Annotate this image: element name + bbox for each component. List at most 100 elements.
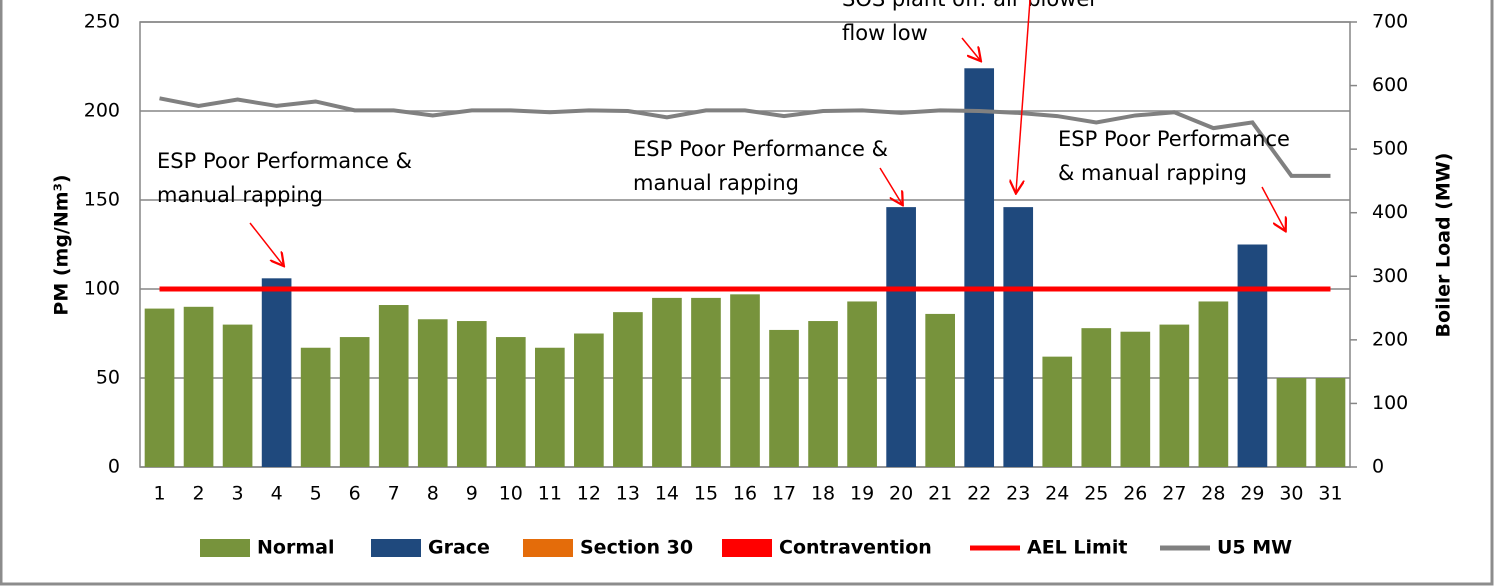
annotation: ESP Poor Performance & (633, 137, 888, 161)
annotation: manual rapping (633, 171, 799, 195)
x-tick-label: 25 (1084, 483, 1108, 505)
y2-axis-label: Boiler Load (MW) (1433, 153, 1455, 338)
y2-tick-label: 0 (1372, 456, 1384, 478)
y2-tick-label: 700 (1372, 11, 1408, 33)
legend-swatch (371, 539, 421, 557)
annotation: & manual rapping (1058, 161, 1247, 185)
bar (730, 294, 760, 467)
bar (261, 278, 292, 467)
x-tick-label: 18 (811, 483, 835, 505)
x-tick-label: 13 (616, 483, 640, 505)
y-tick-label: 100 (84, 278, 120, 300)
x-tick-label: 1 (153, 483, 165, 505)
bar (847, 301, 877, 467)
bar (300, 347, 331, 467)
annotation-arrow (1261, 186, 1285, 230)
bar (183, 306, 214, 467)
bar (964, 68, 995, 467)
bar (1042, 356, 1073, 467)
bar (378, 305, 409, 467)
annotation: manual rapping (157, 183, 323, 207)
x-tick-label: 12 (577, 483, 601, 505)
x-tick-label: 20 (889, 483, 913, 505)
x-tick-label: 7 (388, 483, 400, 505)
legend-label: Contravention (779, 537, 932, 559)
y2-tick-label: 200 (1372, 328, 1408, 350)
bar (495, 337, 526, 467)
y2-tick-label: 400 (1372, 201, 1408, 223)
bar (417, 319, 448, 467)
x-tick-label: 30 (1279, 483, 1303, 505)
annotation: ESP Poor Performance (1058, 127, 1290, 151)
bar (808, 321, 838, 467)
y2-tick-label: 500 (1372, 138, 1408, 160)
bar (535, 347, 565, 467)
bar (339, 337, 370, 467)
bar (144, 308, 175, 467)
bar (1003, 207, 1034, 467)
x-tick-label: 16 (733, 483, 757, 505)
y-tick-label: 50 (96, 367, 120, 389)
x-tick-label: 14 (655, 483, 679, 505)
x-tick-label: 27 (1162, 483, 1186, 505)
legend-swatch (722, 539, 772, 557)
x-tick-label: 10 (499, 483, 523, 505)
x-tick-label: 31 (1318, 483, 1342, 505)
bar (574, 333, 604, 467)
x-tick-label: 4 (271, 483, 283, 505)
y-tick-label: 200 (84, 100, 120, 122)
x-tick-label: 23 (1006, 483, 1030, 505)
legend-swatch (523, 539, 573, 557)
legend-label: Normal (257, 537, 334, 559)
annotation: flow low (842, 21, 928, 45)
y2-tick-label: 600 (1372, 74, 1408, 96)
x-tick-label: 26 (1123, 483, 1147, 505)
annotation: SOS plant off: air blower (842, 0, 1098, 11)
x-tick-label: 28 (1201, 483, 1225, 505)
bar (769, 329, 799, 467)
legend-label: AEL Limit (1027, 537, 1127, 559)
bar (456, 321, 487, 467)
annotation: ESP Poor Performance & (157, 149, 412, 173)
y-tick-label: 150 (84, 189, 120, 211)
x-tick-label: 22 (967, 483, 991, 505)
x-tick-label: 6 (349, 483, 361, 505)
annotation-arrow (879, 167, 902, 204)
x-tick-label: 5 (310, 483, 322, 505)
x-tick-label: 21 (928, 483, 952, 505)
x-tick-label: 11 (538, 483, 562, 505)
y-tick-label: 250 (84, 11, 120, 33)
bar (886, 207, 916, 467)
bar (1276, 378, 1307, 467)
annotation-arrow (961, 37, 980, 60)
bar (1081, 328, 1112, 467)
legend-label: Grace (428, 537, 490, 559)
x-tick-label: 29 (1240, 483, 1264, 505)
x-tick-label: 24 (1045, 483, 1069, 505)
x-tick-label: 3 (232, 483, 244, 505)
legend-label: Section 30 (580, 537, 693, 559)
y-axis-label: PM (mg/Nm³) (51, 174, 73, 315)
bar (1120, 331, 1151, 467)
y2-tick-label: 300 (1372, 265, 1408, 287)
bar (691, 297, 721, 467)
x-tick-label: 15 (694, 483, 718, 505)
annotation-arrow (1016, 0, 1031, 192)
bar (613, 312, 643, 467)
x-tick-label: 8 (427, 483, 439, 505)
bar (1237, 244, 1268, 467)
legend-label: U5 MW (1217, 537, 1292, 559)
x-tick-label: 2 (193, 483, 205, 505)
line (159, 96, 1331, 178)
y2-tick-label: 100 (1372, 392, 1408, 414)
bar (652, 297, 682, 467)
x-tick-label: 19 (850, 483, 874, 505)
bar (925, 313, 955, 467)
bar (1198, 301, 1229, 467)
y-tick-label: 0 (108, 456, 120, 478)
bar (1159, 324, 1190, 467)
x-tick-label: 17 (772, 483, 796, 505)
legend-swatch (200, 539, 250, 557)
x-tick-label: 9 (466, 483, 478, 505)
